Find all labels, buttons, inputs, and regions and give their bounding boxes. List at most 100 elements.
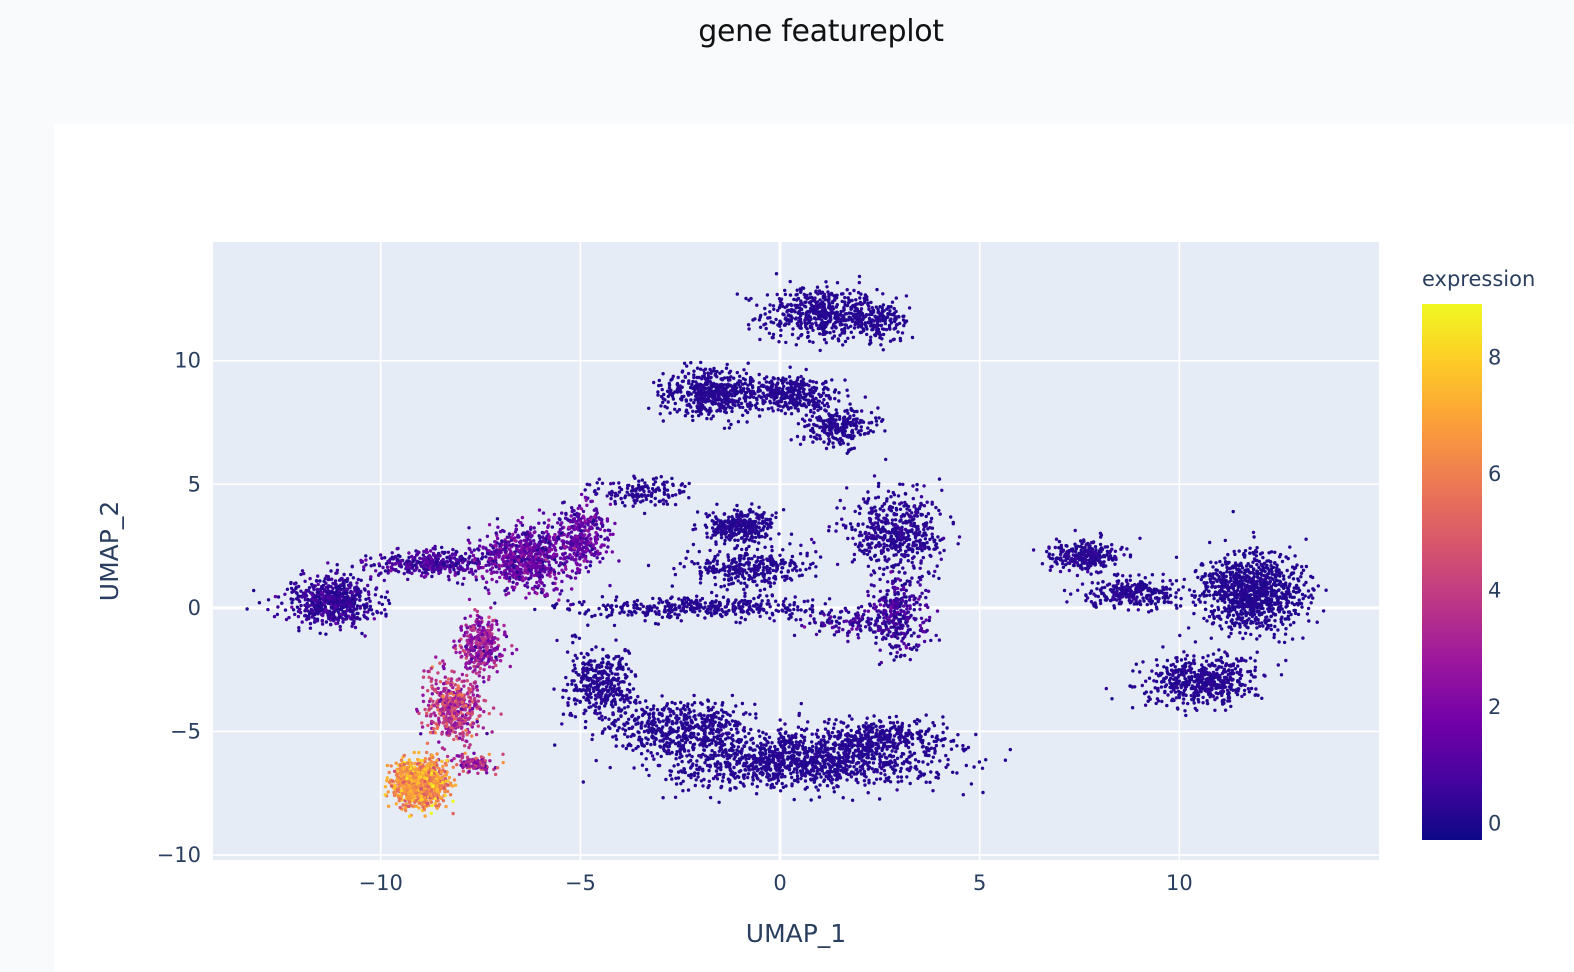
data-point	[743, 381, 747, 386]
data-point	[824, 446, 829, 451]
data-point	[604, 665, 609, 669]
data-point	[807, 566, 812, 570]
data-point	[879, 610, 883, 614]
data-point	[867, 516, 872, 521]
data-point	[924, 618, 928, 622]
data-point	[768, 537, 773, 541]
data-point	[603, 704, 607, 708]
data-point	[673, 701, 677, 706]
data-point	[743, 617, 747, 622]
data-point	[680, 759, 684, 764]
data-point	[567, 608, 572, 612]
data-point	[803, 295, 807, 299]
data-point	[858, 314, 862, 318]
data-point	[761, 512, 765, 517]
data-point	[670, 700, 674, 705]
data-point	[794, 618, 798, 622]
data-point	[782, 384, 786, 388]
data-point	[847, 315, 851, 319]
data-point	[881, 418, 885, 422]
data-point	[783, 411, 787, 416]
data-point	[611, 735, 615, 739]
data-point	[923, 603, 928, 608]
data-point	[703, 730, 707, 735]
data-point	[585, 677, 589, 682]
data-point	[881, 529, 885, 533]
data-point	[615, 493, 620, 497]
data-point	[637, 735, 642, 739]
data-point	[793, 595, 797, 599]
data-point	[866, 490, 870, 494]
data-point	[698, 609, 702, 613]
data-point	[785, 576, 789, 581]
data-point	[814, 574, 818, 578]
data-point	[882, 608, 886, 612]
data-point	[892, 615, 897, 619]
data-point	[863, 625, 868, 629]
data-point	[738, 558, 742, 563]
data-point	[771, 568, 775, 573]
data-point	[686, 597, 691, 602]
data-point	[781, 304, 785, 308]
data-point	[904, 599, 908, 604]
data-point	[739, 616, 744, 620]
data-point	[729, 742, 734, 746]
data-point	[925, 500, 929, 504]
data-point	[593, 613, 597, 618]
data-point	[781, 387, 785, 391]
data-point	[754, 573, 758, 578]
data-point	[821, 421, 826, 426]
data-point	[884, 457, 888, 462]
data-point	[814, 290, 818, 294]
data-point	[792, 601, 797, 605]
data-point	[652, 380, 656, 385]
data-point	[584, 698, 588, 702]
data-point	[824, 316, 828, 320]
data-point	[715, 383, 719, 387]
data-point	[710, 526, 715, 530]
data-point	[733, 546, 737, 551]
data-point	[718, 521, 723, 525]
data-point	[911, 594, 916, 598]
data-point	[759, 604, 763, 608]
data-point	[857, 511, 862, 516]
data-point	[855, 307, 859, 311]
data-point	[636, 730, 640, 734]
data-point	[706, 705, 710, 710]
data-point	[865, 332, 869, 337]
data-point	[778, 789, 783, 793]
data-point	[719, 532, 724, 537]
data-point	[601, 680, 605, 684]
data-point	[864, 536, 868, 540]
data-point	[722, 376, 727, 380]
data-point	[835, 424, 839, 428]
data-point	[767, 735, 772, 739]
data-point	[579, 651, 583, 656]
data-point	[637, 479, 641, 483]
data-point	[894, 317, 898, 321]
data-point	[805, 554, 809, 558]
data-point	[641, 610, 645, 614]
data-point	[804, 367, 808, 372]
data-point	[695, 594, 699, 598]
data-point	[674, 716, 678, 720]
data-point	[732, 567, 736, 571]
data-point	[698, 565, 702, 569]
data-point	[749, 394, 753, 399]
data-point	[774, 599, 778, 603]
data-point	[779, 570, 784, 574]
data-point	[679, 700, 683, 705]
data-point	[910, 511, 914, 515]
data-point	[804, 312, 808, 317]
data-point	[590, 614, 594, 619]
data-point	[661, 372, 665, 376]
data-point	[691, 418, 695, 423]
data-point	[727, 426, 732, 430]
data-point	[940, 488, 944, 492]
data-point	[600, 664, 604, 669]
data-point	[729, 533, 733, 537]
data-point	[904, 617, 908, 621]
data-point	[798, 390, 802, 394]
data-point	[772, 401, 776, 405]
